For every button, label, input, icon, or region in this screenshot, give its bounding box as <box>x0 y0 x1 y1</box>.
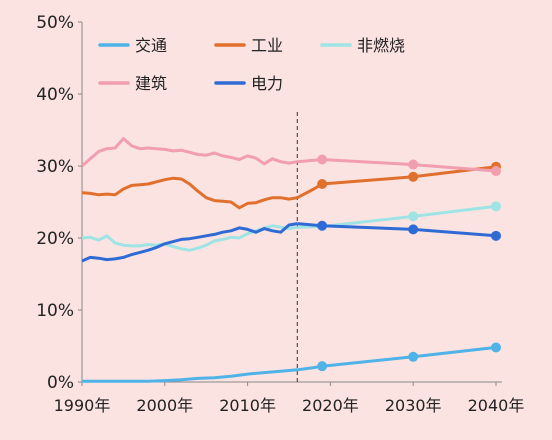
x-tick-label: 2010年 <box>219 396 276 415</box>
legend-label: 交通 <box>135 36 167 55</box>
series-line-history <box>82 368 298 383</box>
legend-item: 电力 <box>214 74 283 93</box>
y-tick-label: 20% <box>36 229 74 249</box>
legend-label: 工业 <box>251 36 283 55</box>
data-point <box>317 154 328 165</box>
y-tick-label: 10% <box>36 301 74 321</box>
legend-label: 电力 <box>251 74 283 93</box>
data-point <box>491 201 501 212</box>
legend-item: 工业 <box>214 36 283 55</box>
series-layer <box>81 137 501 383</box>
data-point <box>317 179 328 189</box>
series-0 <box>82 342 501 383</box>
series-line-history <box>81 137 298 168</box>
series-line-projection <box>297 158 497 173</box>
axes: 0% 10% 20% 30% 40% 50% 1990年 2000年 2010年 2020年 203… <box>36 13 524 415</box>
series-line-history <box>81 222 298 263</box>
data-point <box>408 224 419 235</box>
data-point <box>317 361 328 372</box>
data-point <box>317 220 328 231</box>
series-line-projection <box>297 204 497 229</box>
y-tick-label: 30% <box>36 157 74 177</box>
data-point <box>408 211 419 222</box>
legend-label: 建筑 <box>135 74 167 93</box>
series-3 <box>81 137 501 177</box>
x-tick-label: 2020年 <box>302 396 359 415</box>
x-tick-label: 2030年 <box>385 396 442 415</box>
data-point <box>408 159 419 170</box>
x-tick-label: 2040年 <box>468 396 525 415</box>
data-point <box>491 230 501 241</box>
series-4 <box>81 220 501 263</box>
y-tick-label: 50% <box>36 13 74 33</box>
data-point <box>491 342 501 353</box>
legend-item: 建筑 <box>98 74 167 93</box>
y-tick-label: 0% <box>47 373 74 393</box>
series-line-history <box>81 176 298 210</box>
x-tick-label: 2000年 <box>136 396 193 415</box>
x-tick-label: 1990年 <box>54 396 111 415</box>
y-tick-label: 40% <box>36 85 74 105</box>
data-point <box>491 166 501 177</box>
data-point <box>408 171 419 182</box>
series-line-projection <box>297 222 497 238</box>
legend-item: 交通 <box>98 36 167 55</box>
legend-label: 非燃烧 <box>357 36 405 55</box>
legend-item: 非燃烧 <box>320 36 405 55</box>
data-point <box>408 351 419 362</box>
